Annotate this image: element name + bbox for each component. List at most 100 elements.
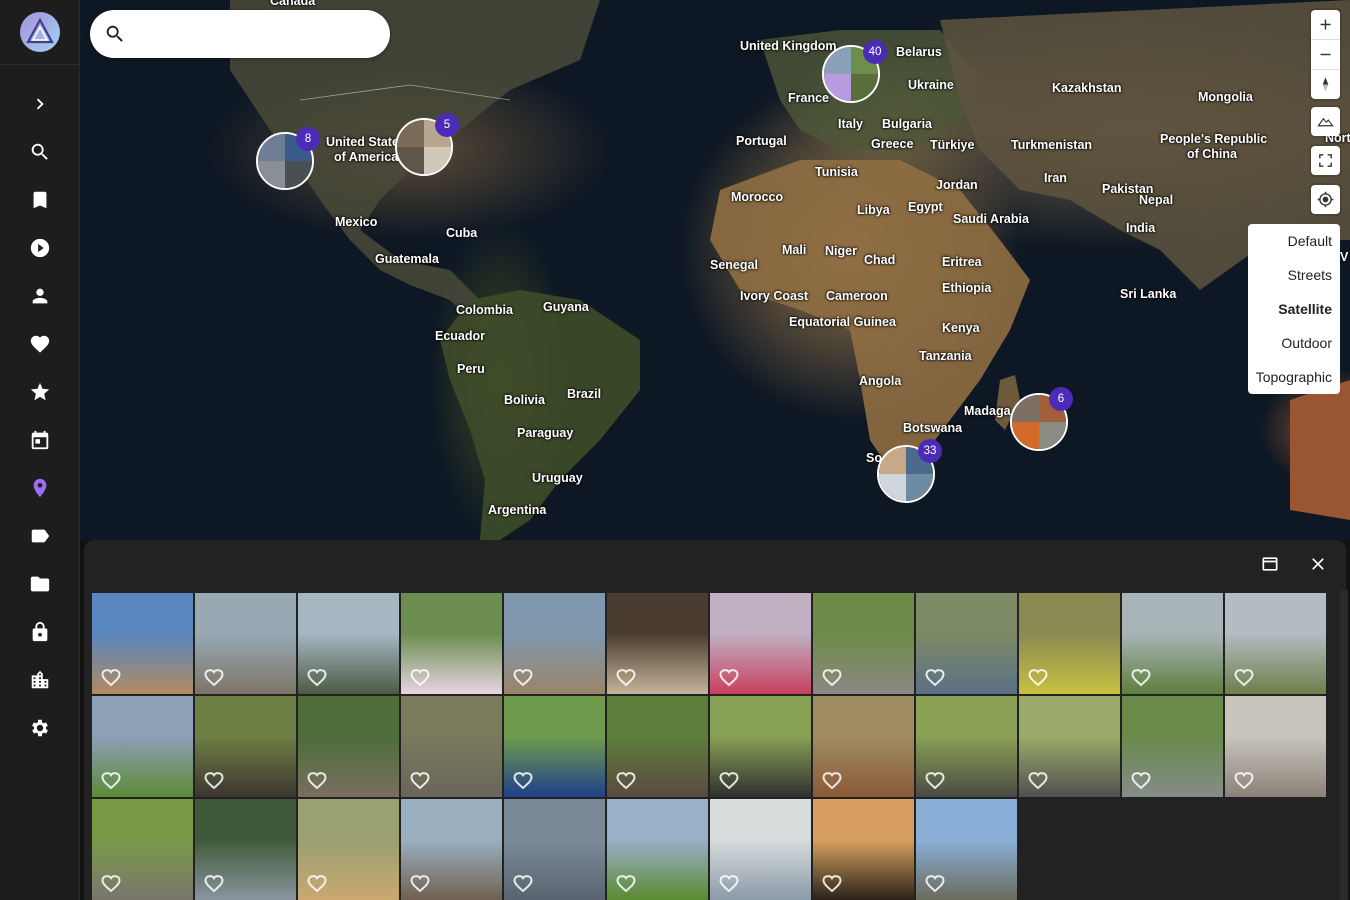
search-input[interactable] bbox=[136, 20, 370, 50]
zoom-in-button[interactable] bbox=[1311, 10, 1340, 40]
photo-thumbnail[interactable] bbox=[504, 696, 605, 797]
favorite-toggle[interactable] bbox=[719, 668, 739, 687]
photo-thumbnail[interactable] bbox=[1019, 593, 1120, 694]
sidebar-item-bookmarks[interactable] bbox=[0, 180, 79, 220]
photo-thumbnail[interactable] bbox=[1122, 696, 1223, 797]
geolocate-button[interactable] bbox=[1311, 185, 1340, 214]
photo-thumbnail[interactable] bbox=[916, 593, 1017, 694]
panel-scrollbar[interactable] bbox=[1340, 590, 1348, 900]
sidebar-item-search[interactable] bbox=[0, 132, 79, 172]
favorite-toggle[interactable] bbox=[1131, 668, 1151, 687]
photo-thumbnail[interactable] bbox=[298, 593, 399, 694]
photo-thumbnail[interactable] bbox=[504, 799, 605, 900]
close-panel-button[interactable] bbox=[1306, 552, 1330, 576]
photo-thumbnail[interactable] bbox=[710, 593, 811, 694]
fullscreen-button[interactable] bbox=[1311, 146, 1340, 175]
sidebar-item-people[interactable] bbox=[0, 276, 79, 316]
sidebar-item-folders[interactable] bbox=[0, 564, 79, 604]
favorite-toggle[interactable] bbox=[410, 668, 430, 687]
photo-thumbnail[interactable] bbox=[916, 799, 1017, 900]
photo-thumbnail[interactable] bbox=[195, 799, 296, 900]
favorite-toggle[interactable] bbox=[719, 771, 739, 790]
photo-thumbnail[interactable] bbox=[813, 799, 914, 900]
photo-thumbnail[interactable] bbox=[607, 799, 708, 900]
favorite-toggle[interactable] bbox=[925, 874, 945, 893]
photo-thumbnail[interactable] bbox=[195, 593, 296, 694]
photo-thumbnail[interactable] bbox=[92, 696, 193, 797]
favorite-toggle[interactable] bbox=[616, 874, 636, 893]
zoom-out-button[interactable] bbox=[1311, 40, 1340, 70]
style-option-satellite[interactable]: Satellite bbox=[1278, 301, 1332, 317]
photo-thumbnail[interactable] bbox=[813, 696, 914, 797]
favorite-toggle[interactable] bbox=[616, 771, 636, 790]
sidebar-item-utilities[interactable] bbox=[0, 660, 79, 700]
favorite-toggle[interactable] bbox=[101, 668, 121, 687]
style-option-default[interactable]: Default bbox=[1287, 233, 1332, 249]
favorite-toggle[interactable] bbox=[204, 668, 224, 687]
app-logo[interactable] bbox=[19, 12, 60, 52]
open-in-timeline-button[interactable] bbox=[1258, 552, 1282, 576]
favorite-toggle[interactable] bbox=[101, 771, 121, 790]
photo-thumbnail[interactable] bbox=[813, 593, 914, 694]
photo-thumbnail[interactable] bbox=[710, 696, 811, 797]
favorite-toggle[interactable] bbox=[925, 771, 945, 790]
photo-thumbnail[interactable] bbox=[401, 696, 502, 797]
sidebar-item-videos[interactable] bbox=[0, 228, 79, 268]
favorite-toggle[interactable] bbox=[513, 874, 533, 893]
sidebar-item-tags[interactable] bbox=[0, 516, 79, 556]
sidebar-item-locked[interactable] bbox=[0, 612, 79, 652]
favorite-toggle[interactable] bbox=[307, 668, 327, 687]
favorite-toggle[interactable] bbox=[204, 771, 224, 790]
photo-thumbnail[interactable] bbox=[607, 696, 708, 797]
favorite-toggle[interactable] bbox=[307, 874, 327, 893]
photo-thumbnail[interactable] bbox=[710, 799, 811, 900]
sidebar-item-calendar[interactable] bbox=[0, 420, 79, 460]
photo-thumbnail[interactable] bbox=[298, 799, 399, 900]
favorite-toggle[interactable] bbox=[822, 771, 842, 790]
map-country-label: Morocco bbox=[731, 190, 784, 204]
favorite-toggle[interactable] bbox=[719, 874, 739, 893]
favorite-toggle[interactable] bbox=[1234, 771, 1254, 790]
photo-thumbnail[interactable] bbox=[92, 799, 193, 900]
photo-thumbnail[interactable] bbox=[1019, 696, 1120, 797]
sidebar-item-starred[interactable] bbox=[0, 372, 79, 412]
photo-thumbnail[interactable] bbox=[195, 696, 296, 797]
favorite-toggle[interactable] bbox=[1131, 771, 1151, 790]
favorite-toggle[interactable] bbox=[616, 668, 636, 687]
photo-thumbnail[interactable] bbox=[916, 696, 1017, 797]
photo-thumbnail[interactable] bbox=[504, 593, 605, 694]
style-option-outdoor[interactable]: Outdoor bbox=[1281, 335, 1332, 351]
photo-thumbnail[interactable] bbox=[401, 799, 502, 900]
sidebar-item-settings[interactable] bbox=[0, 708, 79, 748]
reset-bearing-button[interactable] bbox=[1311, 70, 1340, 99]
favorite-toggle[interactable] bbox=[410, 771, 430, 790]
photo-thumbnail[interactable] bbox=[298, 696, 399, 797]
favorite-toggle[interactable] bbox=[1028, 771, 1048, 790]
favorite-toggle[interactable] bbox=[513, 771, 533, 790]
favorite-toggle[interactable] bbox=[410, 874, 430, 893]
photo-thumbnail[interactable] bbox=[1122, 593, 1223, 694]
favorite-toggle[interactable] bbox=[1234, 668, 1254, 687]
favorite-toggle[interactable] bbox=[925, 668, 945, 687]
favorite-toggle[interactable] bbox=[822, 874, 842, 893]
map-country-label: Ecuador bbox=[435, 329, 486, 343]
sidebar-expand-button[interactable] bbox=[0, 84, 79, 124]
sidebar-item-favorites[interactable] bbox=[0, 324, 79, 364]
photo-thumbnail[interactable] bbox=[92, 593, 193, 694]
terrain-button[interactable] bbox=[1311, 107, 1340, 136]
style-option-topographic[interactable]: Topographic bbox=[1255, 369, 1332, 385]
favorite-toggle[interactable] bbox=[1028, 668, 1048, 687]
photo-thumbnail[interactable] bbox=[1225, 593, 1326, 694]
photo-thumbnail[interactable] bbox=[607, 593, 708, 694]
favorite-toggle[interactable] bbox=[307, 771, 327, 790]
favorite-toggle[interactable] bbox=[101, 874, 121, 893]
photo-thumbnail[interactable] bbox=[401, 593, 502, 694]
world-map[interactable]: Canada United States of America Mexico Cuba G… bbox=[80, 0, 1350, 540]
sidebar-item-map[interactable] bbox=[0, 468, 79, 508]
favorite-toggle[interactable] bbox=[204, 874, 224, 893]
photo-thumbnail[interactable] bbox=[1225, 696, 1326, 797]
style-option-streets[interactable]: Streets bbox=[1287, 267, 1332, 283]
favorite-toggle[interactable] bbox=[513, 668, 533, 687]
favorite-toggle[interactable] bbox=[822, 668, 842, 687]
map-search-box[interactable] bbox=[90, 10, 390, 58]
